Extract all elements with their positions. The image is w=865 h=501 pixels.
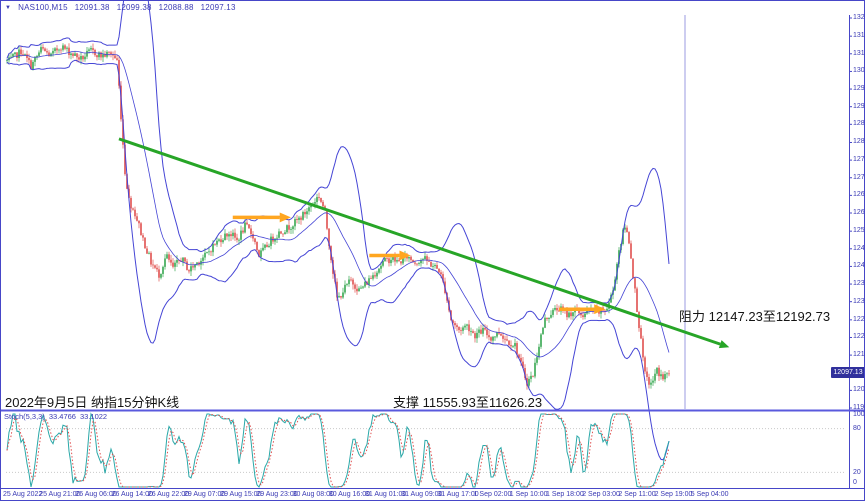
price-tick-label: 13111.70: [853, 49, 865, 57]
time-tick-label: 31 Aug 01:00: [365, 491, 407, 498]
ohlc-close: 12097.13: [200, 3, 236, 12]
resistance-arrow-3-head: [594, 304, 606, 315]
time-tick-label: 2 Sep 19:00: [654, 491, 693, 498]
price-tick-label: 12435.10: [853, 262, 865, 270]
price-tick-label: 12209.00: [853, 333, 865, 341]
resistance-arrow-2-head: [399, 250, 411, 261]
price-tick-label: 12773.40: [853, 156, 865, 164]
resistance-arrow-1-head: [279, 212, 291, 223]
time-tick-label: 30 Aug 08:00: [292, 491, 334, 498]
resistance-annotation: 阻力 12147.23至12192.73: [679, 309, 831, 324]
candles: [6, 43, 670, 390]
stochastic-value-main: 33.4766: [48, 412, 76, 421]
support-annotation: 支撑 11555.93至11626.23: [393, 395, 543, 410]
price-tick-label: 12661.20: [853, 191, 865, 199]
ohlc-open: 12091.38: [74, 3, 110, 12]
price-tick-label: 12491.20: [853, 244, 865, 252]
ohlc-low: 12088.88: [158, 3, 194, 12]
time-tick-label: 5 Sep 04:00: [690, 491, 729, 498]
time-tick-label: 1 Sep 10:00: [509, 491, 548, 498]
time-tick-label: 26 Aug 14:00: [111, 491, 153, 498]
ohlc-high: 12099.38: [116, 3, 152, 12]
indicator-tick-label: 80: [853, 425, 861, 432]
current-price-tag: 12097.13: [831, 367, 864, 378]
indicator-tick-label: 20: [853, 469, 861, 476]
date-annotation: 2022年9月5日 纳指15分钟K线: [5, 395, 180, 410]
stochastic-k-line[interactable]: [6, 412, 670, 488]
price-tick-label: 11984.60: [853, 404, 865, 411]
time-tick-label: 30 Aug 16:00: [328, 491, 371, 498]
price-tick-label: 12379.00: [853, 280, 865, 288]
price-tick-label: 12717.30: [853, 173, 865, 181]
price-tick-label: 12265.10: [853, 315, 865, 323]
time-tick-label: 25 Aug 2022: [3, 491, 43, 498]
time-tick-label: 31 Aug 17:00: [437, 491, 479, 498]
price-tick-label: 12547.30: [853, 227, 865, 235]
price-tick-label: 12829.50: [853, 138, 865, 146]
indicator-tick-label: 0: [853, 479, 857, 486]
indicator-tick-label: 100: [853, 411, 865, 418]
stochastic-value-signal: 33.1022: [79, 412, 108, 421]
time-tick-label: 29 Aug 23:00: [256, 491, 298, 498]
time-tick-label: 1 Sep 18:00: [546, 491, 584, 498]
stochastic-d-line[interactable]: [6, 413, 670, 488]
price-tick-label: 12999.50: [853, 85, 865, 93]
price-tick-label: 13167.80: [853, 32, 865, 40]
time-tick-label: 25 Aug 21:00: [39, 491, 81, 498]
downtrend-arrow-line[interactable]: [118, 137, 721, 346]
price-tick-label: 12605.10: [853, 209, 865, 216]
price-tick-label: 12322.90: [853, 297, 865, 305]
bollinger-upper-band[interactable]: [6, 1, 670, 325]
price-tick-label: 12943.40: [853, 102, 865, 110]
price-tick-label: 13225.60: [853, 14, 865, 21]
downtrend-arrow-line-head: [718, 340, 730, 349]
time-tick-label: 29 Aug 07:00: [184, 491, 226, 498]
time-tick-label: 26 Aug 22:00: [147, 491, 190, 498]
bollinger-lower-band[interactable]: [6, 59, 670, 461]
time-tick-label: 29 Aug 15:00: [220, 491, 262, 498]
time-tick-label: 1 Sep 02:00: [473, 491, 512, 498]
time-tick-label: 2 Sep 03:00: [582, 491, 620, 498]
time-tick-label: 26 Aug 06:00: [75, 491, 117, 498]
time-tick-label: 31 Aug 09:00: [401, 491, 443, 498]
price-tick-label: 12040.70: [853, 386, 865, 394]
price-tick-label: 12152.90: [853, 351, 865, 359]
stochastic-name: Stoch(5,3,3): [4, 412, 45, 421]
stochastic-label: Stoch(5,3,3) 33.4766 33.1022: [4, 412, 111, 421]
chart-title-bar: ▼ NAS100,M15 12091.38 12099.38 12088.88 …: [5, 3, 236, 12]
price-tick-label: 13055.60: [853, 67, 865, 75]
symbol-title: NAS100,M15: [18, 3, 68, 12]
bollinger-middle-band[interactable]: [6, 50, 670, 358]
time-tick-label: 2 Sep 11:00: [618, 491, 656, 498]
price-tick-label: 12887.30: [853, 120, 865, 128]
symbol-dropdown-icon[interactable]: ▼: [5, 4, 12, 11]
